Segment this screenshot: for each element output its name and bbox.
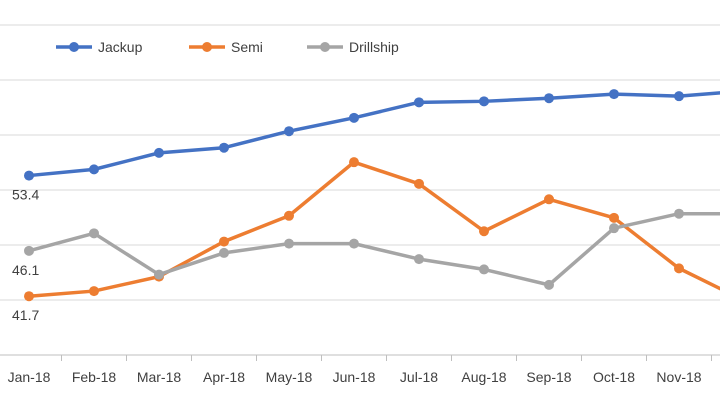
- data-point-semi: [479, 226, 489, 237]
- x-tick-label: Feb-18: [72, 369, 117, 385]
- data-label: 41.7: [12, 307, 39, 323]
- legend-label-semi: Semi: [231, 39, 263, 55]
- data-point-drillship: [154, 269, 164, 280]
- data-point-drillship: [284, 238, 294, 249]
- x-tick-label: Aug-18: [461, 369, 506, 385]
- x-tick-label: Jun-18: [333, 369, 376, 385]
- x-tick-label: Jan-18: [8, 369, 51, 385]
- data-point-semi: [24, 291, 34, 302]
- legend-swatch-marker: [69, 42, 79, 52]
- x-tick-label: May-18: [266, 369, 313, 385]
- data-point-semi: [674, 263, 684, 274]
- data-point-semi: [219, 236, 229, 247]
- data-point-drillship: [414, 254, 424, 265]
- data-point-jackup: [89, 164, 99, 175]
- x-tick-label: Jul-18: [400, 369, 438, 385]
- series-line-jackup: [28, 91, 720, 178]
- data-labels: 53.4 46.1 41.7: [12, 187, 39, 324]
- data-point-jackup: [24, 170, 34, 181]
- data-point-semi: [349, 157, 359, 168]
- legend-label-jackup: Jackup: [98, 39, 143, 55]
- x-tick-label: Nov-18: [656, 369, 701, 385]
- data-point-semi: [284, 210, 294, 221]
- legend-swatch-marker: [202, 42, 212, 52]
- data-point-jackup: [544, 93, 554, 104]
- data-point-drillship: [24, 245, 34, 256]
- x-axis: Jan-18 Feb-18 Mar-18 Apr-18 May-18 Jun-18 Jul-…: [0, 354, 720, 385]
- data-point-drillship: [609, 223, 619, 234]
- data-point-jackup: [479, 96, 489, 107]
- series-lines: [24, 89, 720, 302]
- data-point-jackup: [154, 147, 164, 158]
- data-point-drillship: [349, 238, 359, 249]
- data-point-semi: [609, 212, 619, 223]
- data-point-drillship: [479, 264, 489, 275]
- x-tick-label: Apr-18: [203, 369, 245, 385]
- data-point-semi: [544, 194, 554, 205]
- data-point-jackup: [609, 89, 619, 100]
- data-label: 53.4: [12, 187, 39, 203]
- data-point-jackup: [414, 97, 424, 108]
- legend-label-drillship: Drillship: [349, 39, 399, 55]
- data-point-drillship: [544, 279, 554, 290]
- data-point-drillship: [219, 247, 229, 258]
- x-tick-label: Sep-18: [526, 369, 571, 385]
- data-point-jackup: [284, 126, 294, 137]
- data-point-drillship: [89, 228, 99, 239]
- legend-swatch-marker: [320, 42, 330, 52]
- data-point-jackup: [674, 91, 684, 102]
- legend: Jackup Semi Drillship: [56, 39, 399, 55]
- data-point-semi: [89, 286, 99, 297]
- data-point-jackup: [219, 142, 229, 153]
- data-label: 46.1: [12, 262, 39, 278]
- series-line-drillship: [28, 211, 720, 287]
- data-point-jackup: [349, 112, 359, 123]
- x-tick-label: Oct-18: [593, 369, 635, 385]
- data-point-drillship: [674, 208, 684, 219]
- x-tick-label: Mar-18: [137, 369, 182, 385]
- data-point-semi: [414, 178, 424, 189]
